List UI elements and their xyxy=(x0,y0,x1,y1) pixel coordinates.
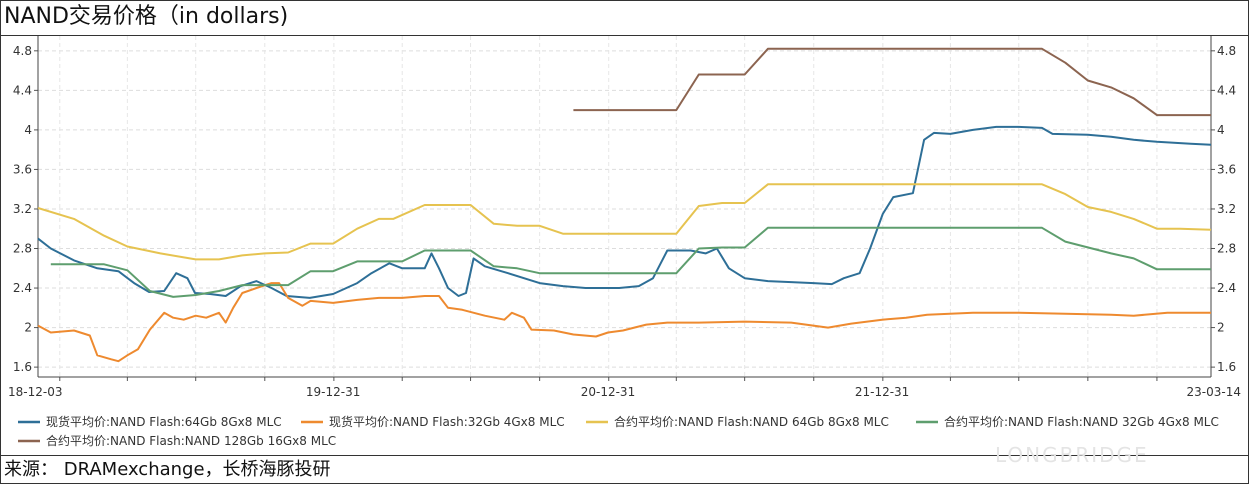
series-line-4 xyxy=(50,226,1211,298)
y-tick-label-left: 2.4 xyxy=(13,281,32,295)
chart-title: NAND交易价格（in dollars) xyxy=(4,4,289,29)
x-tick-label: 21-12-31 xyxy=(855,385,909,399)
line-chart: 1.6 1.6 2 2 2.4 2.4 2.8 2.8 3.2 3.2 3.6 3.6 4 4 4.4 4.4… xyxy=(8,36,1241,448)
series-lines xyxy=(37,47,1212,363)
legend-label-3: 合约平均价:NAND Flash:NAND 64Gb 8Gx8 MLC xyxy=(614,414,889,429)
y-tick-label-left: 2.8 xyxy=(13,242,32,256)
x-tick-label: 20-12-31 xyxy=(581,385,635,399)
y-tick-label-right: 4 xyxy=(1217,123,1225,137)
axes: 1.6 1.6 2 2 2.4 2.4 2.8 2.8 3.2 3.2 3.6 3.6 4 4 4.4 4.4… xyxy=(8,36,1241,399)
y-tick-label-left: 2 xyxy=(24,321,32,335)
legend: 现货平均价:NAND Flash:64Gb 8Gx8 MLC 现货平均价:NAND… xyxy=(18,414,1219,448)
y-tick-label-left: 4.8 xyxy=(13,44,32,58)
x-tick-label: 23-03-14 xyxy=(1187,385,1241,399)
y-tick-label-left: 3.6 xyxy=(13,162,32,176)
legend-label-1: 现货平均价:NAND Flash:64Gb 8Gx8 MLC xyxy=(46,414,282,429)
grid-lines xyxy=(38,36,1211,377)
y-tick-label-right: 3.2 xyxy=(1217,202,1236,216)
y-tick-label-right: 2.4 xyxy=(1217,281,1236,295)
x-tick-label: 18-12-03 xyxy=(8,385,62,399)
y-tick-label-right: 2 xyxy=(1217,321,1225,335)
watermark-logo: LONGBRIDGE xyxy=(995,443,1149,467)
x-tick-label: 19-12-31 xyxy=(306,385,360,399)
y-tick-label-right: 4.8 xyxy=(1217,44,1236,58)
y-tick-label-right: 4.4 xyxy=(1217,83,1236,97)
y-tick-label-left: 3.2 xyxy=(13,202,32,216)
y-tick-label-right: 1.6 xyxy=(1217,360,1236,374)
legend-label-2: 现货平均价:NAND Flash:32Gb 4Gx8 MLC xyxy=(329,414,565,429)
legend-label-5: 合约平均价:NAND Flash:NAND 128Gb 16Gx8 MLC xyxy=(46,433,336,448)
title-divider xyxy=(0,35,1249,36)
y-tick-label-right: 3.6 xyxy=(1217,162,1236,176)
y-tick-label-left: 4 xyxy=(24,123,32,137)
y-tick-label-right: 2.8 xyxy=(1217,242,1236,256)
source-divider xyxy=(0,455,1249,456)
source-note: 来源： DRAMexchange，长桥海豚投研 xyxy=(4,459,331,480)
series-line-2 xyxy=(37,282,1211,363)
y-tick-label-left: 4.4 xyxy=(13,83,32,97)
series-line-5 xyxy=(573,47,1211,117)
series-line-3 xyxy=(37,183,1212,261)
legend-label-4: 合约平均价:NAND Flash:NAND 32Gb 4Gx8 MLC xyxy=(944,414,1219,429)
y-tick-label-left: 1.6 xyxy=(13,360,32,374)
series-line-1 xyxy=(37,125,1212,299)
